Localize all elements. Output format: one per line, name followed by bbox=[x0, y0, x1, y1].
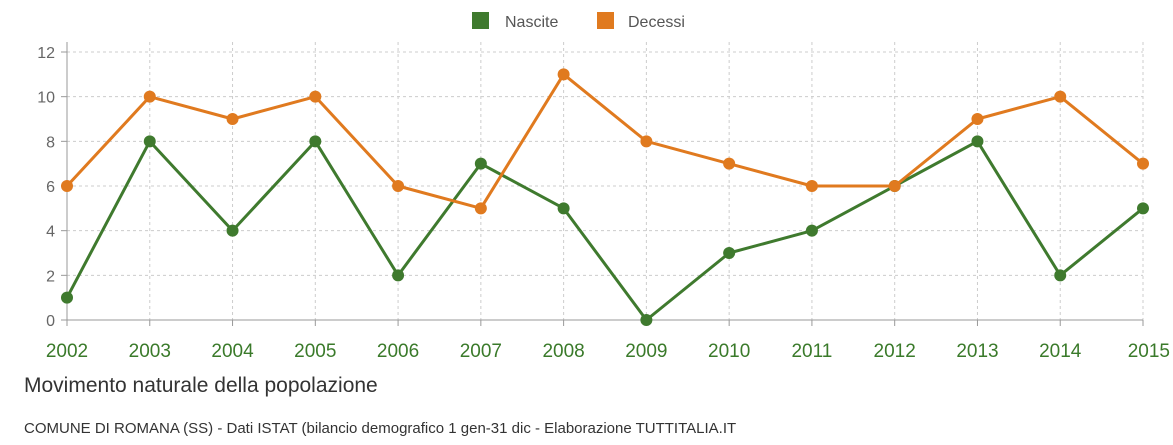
data-point-decessi bbox=[888, 180, 901, 192]
data-point-nascite bbox=[392, 269, 405, 282]
legend-swatch-decessi bbox=[597, 12, 614, 29]
data-point-decessi bbox=[557, 68, 570, 81]
data-point-decessi bbox=[971, 113, 984, 125]
legend-label-decessi: Decessi bbox=[628, 14, 685, 31]
data-point-decessi bbox=[309, 90, 322, 103]
x-tick-label: 2014 bbox=[1039, 341, 1082, 362]
x-tick-label: 2002 bbox=[46, 341, 88, 362]
x-tick-label: 2008 bbox=[542, 341, 584, 362]
x-tick-label: 2007 bbox=[460, 341, 502, 362]
x-tick-label: 2010 bbox=[708, 341, 750, 362]
legend-swatch-nascite bbox=[472, 12, 489, 29]
series-line-decessi bbox=[65, 72, 1144, 210]
y-tick-label: 6 bbox=[46, 179, 55, 196]
series-line-nascite bbox=[65, 139, 1144, 322]
data-point-decessi bbox=[1054, 90, 1067, 103]
data-point-nascite bbox=[557, 202, 570, 215]
grid bbox=[66, 42, 1144, 320]
x-tick-label: 2011 bbox=[791, 341, 832, 362]
x-tick-label: 2003 bbox=[129, 341, 171, 362]
series-lines bbox=[61, 68, 1149, 326]
data-point-nascite bbox=[474, 157, 487, 170]
data-point-decessi bbox=[805, 180, 818, 192]
y-tick-label: 2 bbox=[46, 268, 55, 285]
y-tick-label: 4 bbox=[46, 224, 55, 241]
legend-label-nascite: Nascite bbox=[505, 14, 558, 31]
x-tick-label: 2004 bbox=[211, 341, 254, 362]
data-point-decessi bbox=[226, 113, 239, 125]
data-point-decessi bbox=[723, 157, 736, 170]
line-chart: Nascite Decessi 0 2 4 6 8 10 12 2002 2003 2004 200… bbox=[37, 12, 1170, 362]
data-point-nascite bbox=[309, 135, 322, 148]
x-tick-label: 2013 bbox=[956, 341, 998, 362]
x-tick-label: 2012 bbox=[874, 341, 916, 362]
data-point-decessi bbox=[61, 180, 73, 192]
y-tick-label: 12 bbox=[37, 45, 55, 62]
data-point-nascite bbox=[226, 224, 239, 237]
data-point-decessi bbox=[640, 135, 653, 148]
data-point-nascite bbox=[1054, 269, 1067, 282]
x-tick-label: 2009 bbox=[625, 341, 667, 362]
legend: Nascite Decessi bbox=[472, 12, 685, 31]
y-tick-label: 0 bbox=[46, 313, 55, 330]
data-point-nascite bbox=[143, 135, 156, 148]
y-tick-label: 8 bbox=[46, 134, 55, 151]
data-point-decessi bbox=[143, 90, 156, 103]
data-point-nascite bbox=[640, 314, 653, 326]
data-point-nascite bbox=[1137, 202, 1149, 215]
chart-source: COMUNE DI ROMANA (SS) - Dati ISTAT (bila… bbox=[24, 420, 737, 437]
data-point-decessi bbox=[392, 180, 405, 192]
data-point-nascite bbox=[723, 247, 736, 259]
data-point-decessi bbox=[1137, 157, 1149, 170]
x-tick-label: 2015 bbox=[1128, 341, 1170, 362]
x-tick-label: 2005 bbox=[294, 341, 336, 362]
chart-title: Movimento naturale della popolazione bbox=[24, 374, 378, 397]
y-tick-label: 10 bbox=[37, 90, 55, 107]
axes: 0 2 4 6 8 10 12 2002 2003 2004 2005 2006 2007 2008 200… bbox=[37, 42, 1170, 362]
data-point-nascite bbox=[61, 291, 73, 304]
x-tick-label: 2006 bbox=[377, 341, 419, 362]
data-point-decessi bbox=[474, 202, 487, 215]
data-point-nascite bbox=[805, 224, 818, 237]
data-point-nascite bbox=[971, 135, 984, 148]
